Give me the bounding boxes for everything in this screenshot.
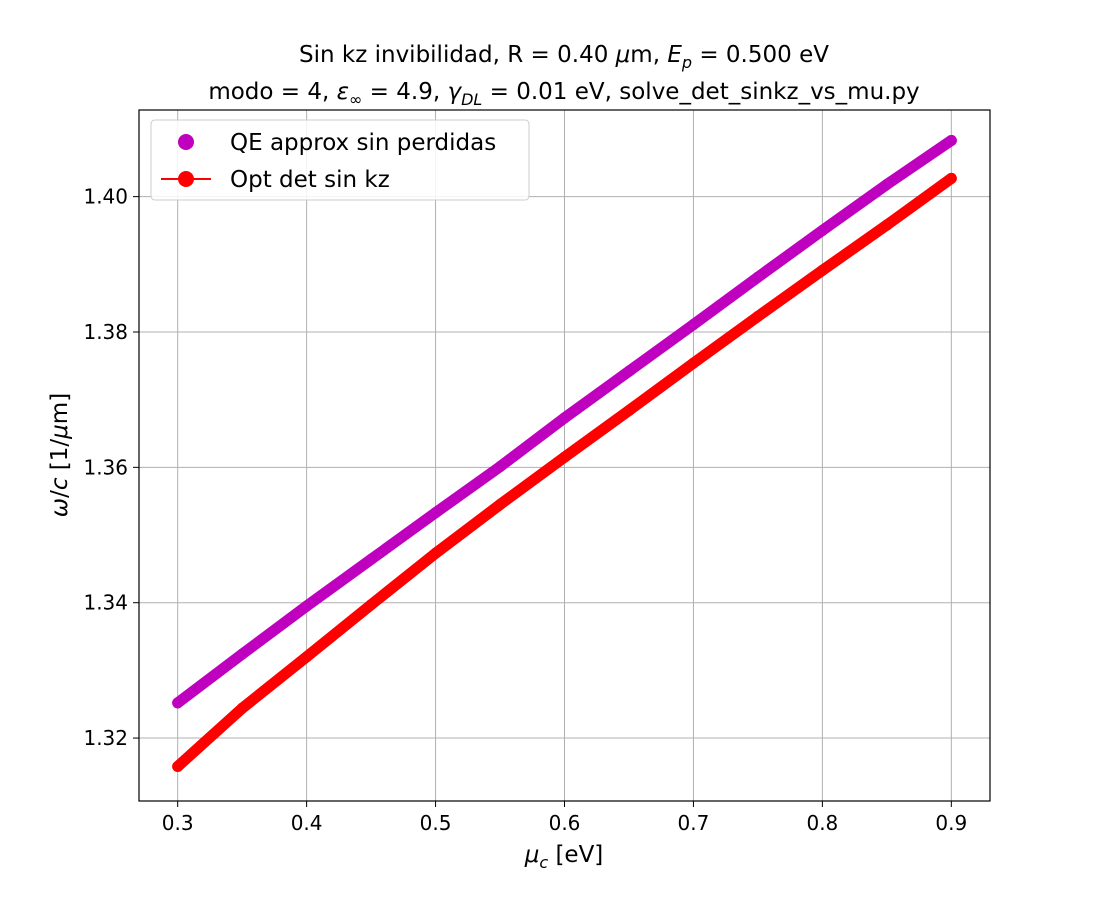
plot-frame xyxy=(138,109,991,802)
data-point xyxy=(430,507,442,519)
legend-label: Opt det sin kz xyxy=(230,167,390,193)
data-point xyxy=(687,357,699,369)
data-point xyxy=(365,553,377,565)
y-tick-label: 1.38 xyxy=(83,320,128,344)
data-point xyxy=(945,172,957,184)
series-layer xyxy=(172,134,957,772)
data-point xyxy=(172,760,184,772)
data-point xyxy=(301,651,313,663)
legend-item: Opt det sin kz xyxy=(161,167,390,193)
x-tick-label: 0.8 xyxy=(806,811,838,835)
data-point xyxy=(365,599,377,611)
data-point xyxy=(559,451,570,463)
data-point xyxy=(494,499,506,511)
y-tick-label: 1.40 xyxy=(83,185,128,209)
x-tick-label: 0.3 xyxy=(162,811,194,835)
data-point xyxy=(816,224,828,236)
x-tick-label: 0.5 xyxy=(420,811,452,835)
y-axis-label: ω/c [1/μm] xyxy=(47,393,73,517)
legend-marker-swatch xyxy=(178,171,194,187)
data-point xyxy=(816,264,828,276)
legend-box xyxy=(150,119,530,201)
data-point xyxy=(752,271,764,283)
x-tick-label: 0.6 xyxy=(549,811,581,835)
series-1 xyxy=(172,134,957,709)
series-2 xyxy=(172,172,957,772)
data-point xyxy=(623,365,635,377)
data-point xyxy=(945,134,957,146)
x-axis-label: μc [eV] xyxy=(524,842,604,872)
data-point xyxy=(430,547,442,559)
axes: 0.3 0.4 0.5 0.6 0.7 0.8 0.9 1.32 1.34 1.36 1.38 1.4… xyxy=(83,109,991,835)
data-point xyxy=(687,319,699,331)
data-point xyxy=(494,461,506,473)
chart-title-line2: modo = 4, ε∞ = 4.9, γDL = 0.01 eV, solve… xyxy=(208,79,919,109)
y-tick-label: 1.34 xyxy=(83,591,128,615)
y-tick-label: 1.32 xyxy=(83,726,128,750)
chart-title-line1: Sin kz invibilidad, R = 0.40 μm, Ep = 0.… xyxy=(299,42,829,72)
data-point xyxy=(236,702,248,714)
x-tick-label: 0.4 xyxy=(291,811,323,835)
data-point xyxy=(623,404,635,416)
data-point xyxy=(881,178,893,190)
data-point xyxy=(752,310,764,322)
data-point xyxy=(172,697,184,709)
x-tick-label: 0.9 xyxy=(935,811,967,835)
y-tick-label: 1.36 xyxy=(83,455,128,479)
data-point xyxy=(236,648,248,660)
legend-label: QE approx sin perdidas xyxy=(230,130,496,156)
data-point xyxy=(301,600,313,612)
data-point xyxy=(881,219,893,231)
x-tick-label: 0.7 xyxy=(678,811,710,835)
data-point xyxy=(559,412,570,424)
legend-item: QE approx sin perdidas xyxy=(178,130,496,156)
legend: QE approx sin perdidas Opt det sin kz xyxy=(150,119,530,201)
legend-marker-swatch xyxy=(178,134,194,150)
